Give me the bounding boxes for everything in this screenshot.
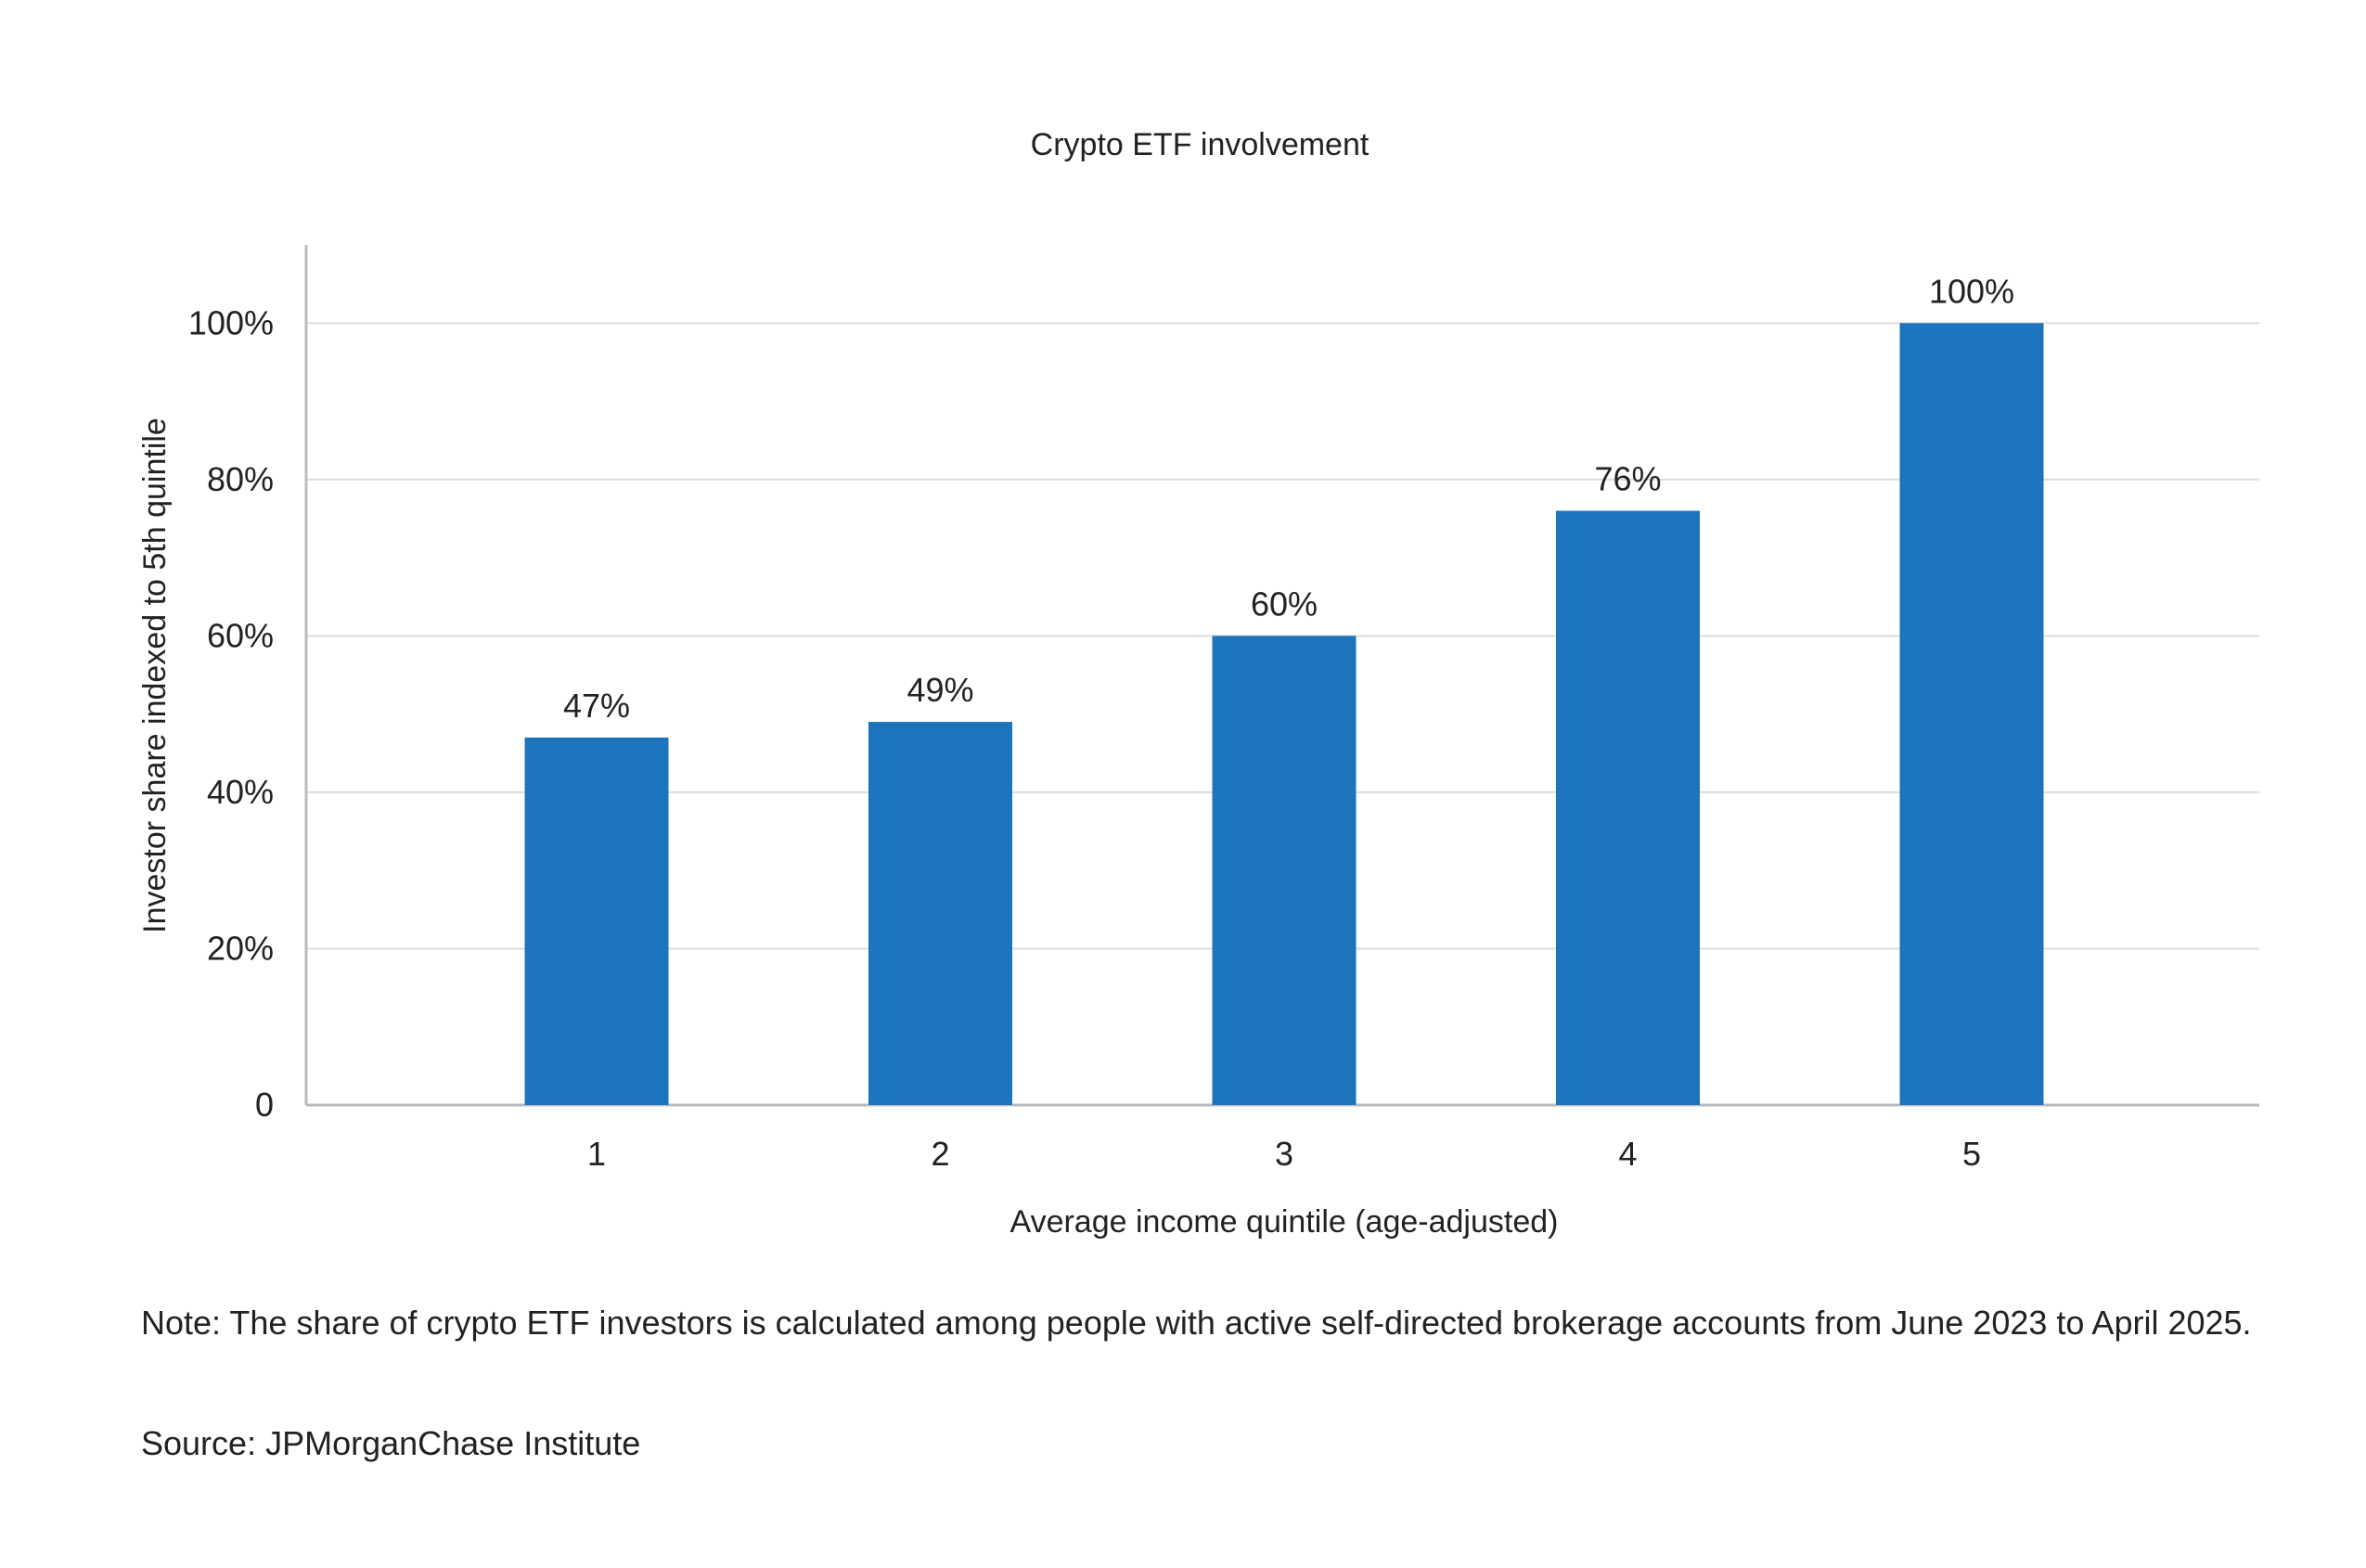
bar — [1556, 510, 1700, 1105]
y-tick-label: 0 — [255, 1086, 274, 1124]
chart-title: Crypto ETF involvement — [1031, 127, 1369, 162]
y-tick-label: 80% — [207, 460, 274, 498]
data-label: 60% — [1251, 585, 1318, 623]
y-tick-label: 20% — [207, 929, 274, 967]
x-tick-label: 5 — [1962, 1135, 1981, 1173]
y-axis-label: Investor share indexed to 5th quintile — [137, 418, 173, 933]
bar — [1212, 636, 1357, 1105]
note: Note: The share of crypto ETF investors … — [141, 1304, 2252, 1342]
y-tick-label: 100% — [188, 303, 274, 341]
data-label: 76% — [1594, 460, 1661, 498]
data-label: 100% — [1929, 272, 2014, 310]
x-tick-label: 4 — [1618, 1135, 1637, 1173]
bar — [1899, 323, 2044, 1106]
bar — [868, 722, 1012, 1105]
source: Source: JPMorganChase Institute — [141, 1424, 641, 1462]
y-tick-label: 40% — [207, 773, 274, 811]
y-tick-label: 60% — [207, 616, 274, 654]
chart: Crypto ETF involvement Average income qu… — [137, 127, 2259, 1240]
x-tick-label: 1 — [587, 1135, 606, 1173]
data-label: 47% — [563, 687, 630, 725]
bar — [524, 737, 669, 1105]
x-tick-label: 2 — [931, 1135, 949, 1173]
x-tick-label: 3 — [1275, 1135, 1293, 1173]
x-axis-label: Average income quintile (age-adjusted) — [1010, 1204, 1559, 1240]
data-label: 49% — [907, 671, 973, 709]
